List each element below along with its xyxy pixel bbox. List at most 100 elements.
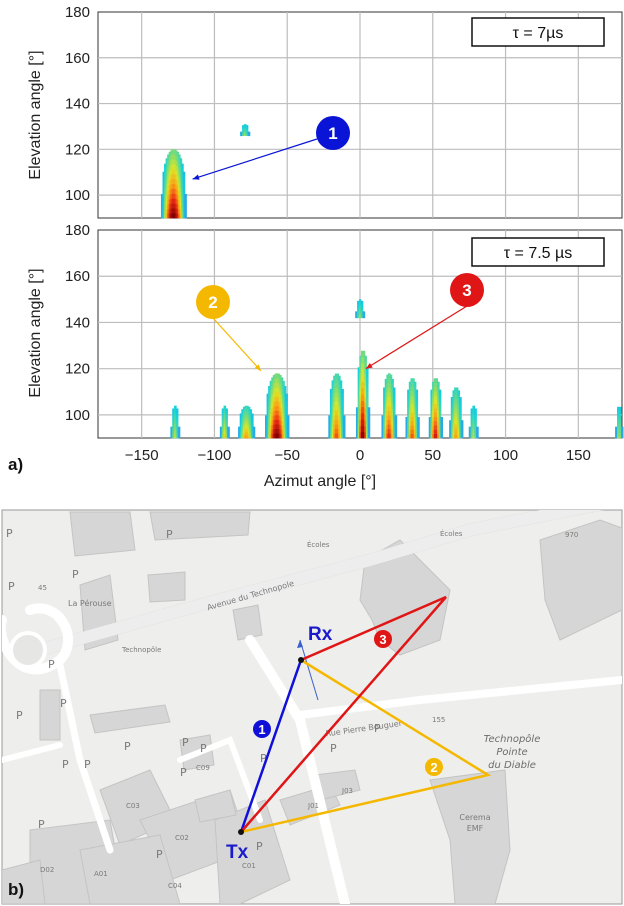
heatmap-cell xyxy=(179,158,183,163)
heatmap-cell xyxy=(177,433,181,436)
heatmap-cell xyxy=(341,427,344,432)
heatmap-cell xyxy=(266,406,270,410)
heatmap-cell xyxy=(357,432,361,439)
heatmap-cell xyxy=(388,428,391,434)
heatmap-cell xyxy=(225,421,228,424)
heatmap-cell xyxy=(242,126,245,128)
heatmap-cell xyxy=(476,437,479,439)
heatmap-cell xyxy=(283,393,287,398)
heatmap-cell xyxy=(167,168,170,173)
heatmap-cell xyxy=(268,415,271,420)
heatmap-cell xyxy=(394,431,398,434)
heatmap-cell xyxy=(415,413,419,418)
heatmap-cell xyxy=(177,429,181,432)
heatmap-cell xyxy=(219,430,223,432)
heatmap-cell xyxy=(241,423,244,426)
heatmap-cell xyxy=(474,431,477,435)
heatmap-cell xyxy=(244,414,248,418)
heatmap-cell xyxy=(460,425,464,427)
bottom-tau-box xyxy=(471,237,605,267)
heatmap-cell xyxy=(331,405,335,410)
heatmap-cell xyxy=(381,425,385,427)
heatmap-cell xyxy=(275,419,279,425)
heatmap-cell xyxy=(339,421,343,426)
heatmap-cell xyxy=(243,133,247,136)
heatmap-cell xyxy=(415,431,419,435)
heatmap-cell xyxy=(460,427,464,430)
heatmap-cell xyxy=(357,303,360,305)
heatmap-cell xyxy=(408,393,412,399)
heatmap-cell xyxy=(620,430,624,432)
heatmap-cell xyxy=(389,428,393,434)
heatmap-cell xyxy=(172,412,175,416)
roundabout xyxy=(9,631,47,669)
heatmap-cell xyxy=(391,387,394,392)
heatmap-cell xyxy=(432,417,435,423)
heatmap-cell xyxy=(245,128,249,130)
heatmap-cell xyxy=(410,420,414,426)
heatmap-cell xyxy=(428,425,432,428)
heatmap-cell xyxy=(171,154,175,160)
heatmap-cell xyxy=(271,381,274,387)
heatmap-cell xyxy=(367,409,371,412)
heatmap-cell xyxy=(282,421,285,427)
heatmap-cell xyxy=(364,396,367,404)
poi-ecoles-1: Écoles xyxy=(307,540,330,549)
heatmap-cell xyxy=(359,426,362,433)
heatmap-cell xyxy=(280,377,284,382)
heatmap-cell xyxy=(364,420,367,427)
heatmap-cell xyxy=(615,431,618,433)
heatmap-cell xyxy=(620,435,624,437)
heatmap-cell xyxy=(415,410,419,415)
heatmap-cell xyxy=(470,429,474,432)
heatmap-cell xyxy=(251,415,254,418)
heatmap-cell xyxy=(454,401,457,406)
heatmap-cell xyxy=(450,402,454,407)
heatmap-cell xyxy=(170,159,173,166)
heatmap-cell xyxy=(339,417,343,422)
heatmap-cell xyxy=(428,422,432,425)
heatmap-cell xyxy=(449,422,452,425)
heatmap-cell xyxy=(170,429,174,431)
heatmap-cell xyxy=(460,435,464,438)
heatmap-cell xyxy=(389,424,393,430)
heatmap-cell xyxy=(468,428,472,430)
heatmap-cell xyxy=(177,433,181,435)
heatmap-cell xyxy=(365,417,369,424)
heatmap-cell xyxy=(381,431,385,434)
heatmap-cell xyxy=(468,436,472,438)
heatmap-cell xyxy=(174,169,178,175)
heatmap-cell xyxy=(468,433,472,436)
heatmap-cell xyxy=(170,433,174,435)
heatmap-cell xyxy=(174,426,177,430)
heatmap-cell xyxy=(178,199,181,205)
heatmap-cell xyxy=(438,427,442,432)
heatmap-cell xyxy=(252,432,256,434)
poi-technopole: Technopôle xyxy=(121,646,161,654)
heatmap-cell xyxy=(381,428,385,431)
heatmap-cell xyxy=(417,424,420,427)
heatmap-cell xyxy=(279,429,282,434)
heatmap-cell xyxy=(179,188,183,193)
heatmap-cell xyxy=(285,419,288,423)
heatmap-cell xyxy=(359,385,362,392)
heatmap-cell xyxy=(272,388,276,394)
heatmap-cell xyxy=(331,392,335,398)
heatmap-cell xyxy=(170,164,173,170)
heatmap-cell xyxy=(171,159,175,165)
building-label-d02: D02 xyxy=(40,866,54,874)
heatmap-cell xyxy=(450,435,454,439)
heatmap-cell xyxy=(342,415,346,418)
heatmap-cell xyxy=(174,424,177,427)
heatmap-cell xyxy=(275,391,279,397)
heatmap-cell xyxy=(268,385,271,390)
heatmap-cell xyxy=(225,423,228,426)
heatmap-cell xyxy=(225,408,228,411)
heatmap-cell xyxy=(381,436,385,439)
heatmap-cell xyxy=(274,387,277,393)
heatmap-cell xyxy=(428,434,432,437)
heatmap-cell xyxy=(184,200,187,203)
heatmap-cell xyxy=(357,316,360,319)
heatmap-cell xyxy=(165,158,169,163)
